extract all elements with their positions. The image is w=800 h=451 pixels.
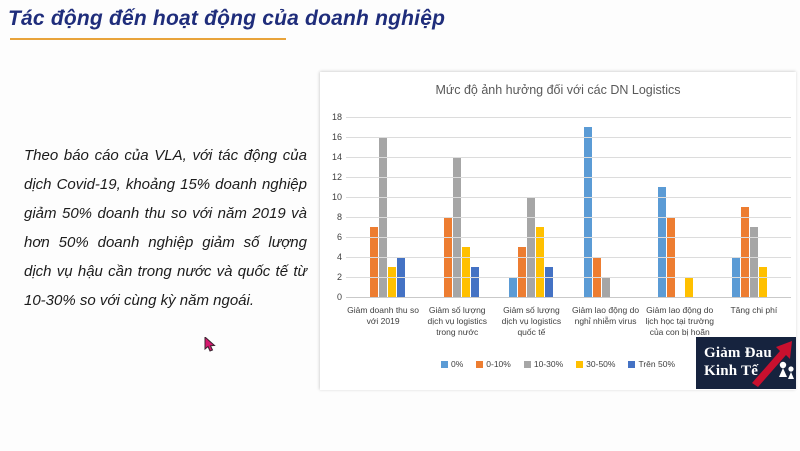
logo-text: Giảm Đau Kinh Tế	[704, 344, 772, 380]
gridline	[346, 157, 791, 158]
bar-0-10%	[518, 247, 527, 297]
title-underline	[10, 38, 286, 40]
gridline	[346, 117, 791, 118]
x-axis-category-label: Giảm lao động do lịch học tại trường của…	[645, 305, 714, 337]
y-tick-label: 6	[336, 232, 342, 242]
bar-0-10%	[740, 207, 749, 297]
brand-logo: Giảm Đau Kinh Tế	[696, 337, 796, 389]
bar-30-50%	[388, 267, 397, 297]
bar-group	[657, 117, 702, 297]
legend-item: 10-30%	[523, 359, 564, 369]
bar-30-50%	[758, 267, 767, 297]
chart-plot-area: 18 16 14 12 10 8 6 4 2 0	[320, 112, 796, 302]
legend-label: 0-10%	[486, 359, 511, 369]
gridline	[346, 137, 791, 138]
bar-group	[509, 117, 554, 297]
chart-legend: 0% 0-10% 10-30% 30-50% Trên 50%	[320, 359, 796, 369]
bar-Trên 50%	[471, 267, 480, 297]
legend-label: 0%	[450, 359, 464, 369]
bar-groups	[346, 117, 791, 297]
y-tick-label: 2	[336, 272, 342, 282]
mouse-cursor-icon	[204, 337, 216, 352]
bar-group	[731, 117, 776, 297]
page-title: Tác động đến hoạt động của doanh nghiệp	[8, 7, 446, 30]
bar-group	[435, 117, 480, 297]
y-tick-label: 18	[331, 112, 342, 122]
x-axis-category-label: Giảm số lượng dịch vụ logistics trong nư…	[427, 305, 487, 337]
x-axis-category-label: Tăng chi phí	[730, 305, 778, 315]
gridline	[346, 177, 791, 178]
bar-group	[583, 117, 628, 297]
legend-item: 30-50%	[576, 359, 615, 369]
bar-Trên 50%	[545, 267, 554, 297]
legend-swatch-icon	[576, 360, 584, 368]
y-tick-label: 12	[331, 172, 342, 182]
legend-swatch-icon	[628, 360, 636, 368]
gridline	[346, 277, 791, 278]
y-tick-label: 0	[336, 292, 342, 302]
bar-30-50%	[684, 277, 693, 297]
y-tick-label: 14	[331, 152, 342, 162]
y-tick-label: 10	[331, 192, 342, 202]
legend-swatch-icon	[476, 360, 484, 368]
bar-30-50%	[462, 247, 471, 297]
bar-10-30%	[453, 157, 462, 297]
logo-line2: Kinh Tế	[704, 363, 759, 379]
body-paragraph: Theo báo cáo của VLA, với tác động của d…	[24, 147, 307, 309]
x-axis-category-label: Giảm doanh thu so với 2019	[347, 305, 419, 326]
gridline	[346, 197, 791, 198]
logo-line1: Giảm Đau	[704, 345, 772, 361]
legend-swatch-icon	[523, 360, 531, 368]
gridline	[346, 297, 791, 298]
plot-grid	[346, 117, 791, 298]
legend-label: Trên 50%	[638, 359, 676, 369]
y-tick-label: 4	[336, 252, 342, 262]
legend-item: 0%	[440, 359, 464, 369]
bar-0-10%	[370, 227, 379, 297]
bar-0%	[657, 187, 666, 297]
bar-0%	[583, 127, 592, 297]
y-tick-label: 8	[336, 212, 342, 222]
bar-10-30%	[749, 227, 758, 297]
x-axis-labels: Giảm doanh thu so với 2019 Giảm số lượng …	[346, 305, 791, 338]
bar-group	[361, 117, 406, 297]
legend-label: 30-50%	[586, 359, 616, 369]
y-tick-label: 16	[331, 132, 342, 142]
x-axis-category-label: Giảm lao động do nghỉ nhiễm virus	[571, 305, 640, 326]
gridline	[346, 217, 791, 218]
bar-10-30%	[527, 197, 536, 297]
bar-0%	[509, 277, 518, 297]
x-axis-category-label: Giảm số lượng dịch vụ logistics quốc tế	[501, 305, 562, 337]
legend-swatch-icon	[440, 360, 448, 368]
chart-panel: Mức độ ảnh hưởng đối với các DN Logistic…	[320, 72, 796, 390]
logo-arrow-icon	[752, 341, 794, 387]
legend-item: Trên 50%	[628, 359, 675, 369]
gridline	[346, 257, 791, 258]
gridline	[346, 237, 791, 238]
bar-30-50%	[536, 227, 545, 297]
chart-title: Mức độ ảnh hưởng đối với các DN Logistic…	[435, 83, 681, 97]
legend-label: 10-30%	[533, 359, 564, 369]
bar-10-30%	[601, 277, 610, 297]
y-axis: 18 16 14 12 10 8 6 4 2 0	[320, 112, 342, 302]
legend-item: 0-10%	[476, 359, 511, 369]
